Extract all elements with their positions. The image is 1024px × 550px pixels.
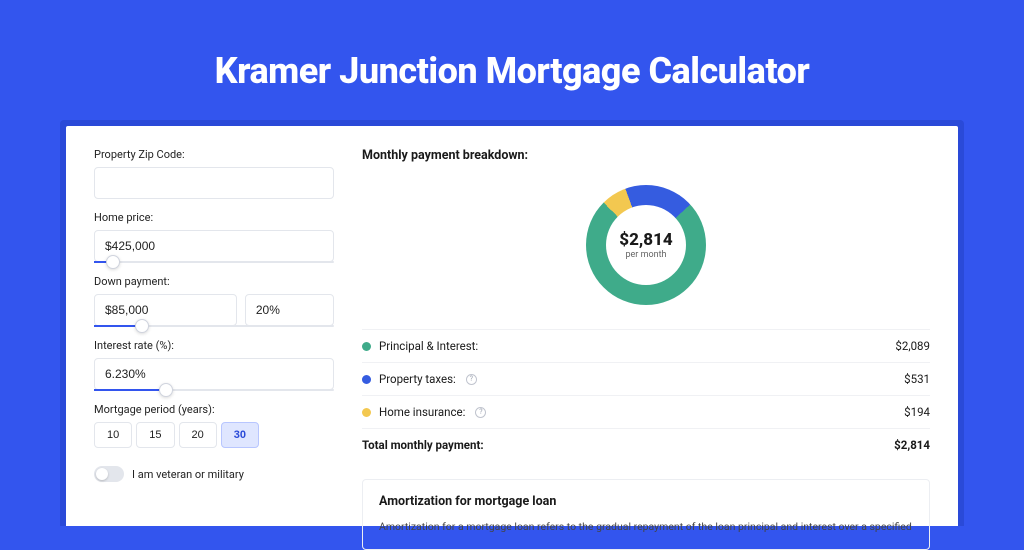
legend-dot [362, 342, 371, 351]
donut-chart: $2,814 per month [362, 175, 930, 315]
period-pill-30[interactable]: 30 [221, 422, 259, 448]
legend-label: Principal & Interest: [379, 339, 478, 353]
down-field: Down payment: [94, 275, 334, 327]
rate-slider-fill [94, 389, 166, 391]
zip-input[interactable] [94, 167, 334, 199]
breakdown-title: Monthly payment breakdown: [362, 148, 930, 163]
rate-slider-thumb[interactable] [159, 383, 173, 397]
zip-field: Property Zip Code: [94, 148, 334, 199]
legend-value: $2,089 [895, 339, 930, 353]
legend-label: Home insurance: [379, 405, 465, 419]
breakdown-panel: Monthly payment breakdown: $2,814 per mo… [362, 148, 930, 526]
period-label: Mortgage period (years): [94, 403, 334, 416]
zip-label: Property Zip Code: [94, 148, 334, 161]
hero: Kramer Junction Mortgage Calculator [0, 0, 1024, 120]
down-pct-input[interactable] [245, 294, 334, 326]
price-slider[interactable] [94, 261, 334, 263]
veteran-toggle[interactable] [94, 466, 124, 482]
amortization-text: Amortization for a mortgage loan refers … [379, 519, 913, 535]
legend-row: Property taxes:? $531 [362, 363, 930, 396]
card-shadow: Property Zip Code: Home price: Down paym… [60, 120, 964, 526]
donut-center: $2,814 per month [606, 205, 686, 285]
veteran-label: I am veteran or military [132, 468, 244, 481]
legend-dot [362, 408, 371, 417]
period-pills: 10152030 [94, 422, 334, 448]
legend-row: Home insurance:? $194 [362, 396, 930, 429]
legend-value: $531 [904, 372, 930, 386]
period-pill-10[interactable]: 10 [94, 422, 132, 448]
page-title: Kramer Junction Mortgage Calculator [0, 50, 1024, 92]
legend-label: Property taxes: [379, 372, 456, 386]
info-icon[interactable]: ? [475, 407, 486, 418]
legend-total-row: Total monthly payment: $2,814 [362, 429, 930, 461]
donut-sub: per month [625, 250, 666, 260]
period-pill-15[interactable]: 15 [136, 422, 174, 448]
rate-label: Interest rate (%): [94, 339, 334, 352]
amortization-title: Amortization for mortgage loan [379, 494, 913, 509]
rate-slider[interactable] [94, 389, 334, 391]
calculator-card: Property Zip Code: Home price: Down paym… [66, 126, 958, 526]
price-slider-thumb[interactable] [106, 255, 120, 269]
legend-total-label: Total monthly payment: [362, 438, 484, 452]
legend-total-value: $2,814 [894, 438, 930, 452]
down-slider-thumb[interactable] [135, 319, 149, 333]
price-field: Home price: [94, 211, 334, 263]
period-pill-20[interactable]: 20 [179, 422, 217, 448]
amortization-box: Amortization for mortgage loan Amortizat… [362, 479, 930, 550]
info-icon[interactable]: ? [466, 374, 477, 385]
donut-ring: $2,814 per month [586, 185, 706, 305]
legend-value: $194 [904, 405, 930, 419]
price-input[interactable] [94, 230, 334, 262]
rate-field: Interest rate (%): [94, 339, 334, 391]
legend: Principal & Interest: $2,089 Property taxe… [362, 329, 930, 461]
legend-dot [362, 375, 371, 384]
down-amount-input[interactable] [94, 294, 237, 326]
legend-row: Principal & Interest: $2,089 [362, 330, 930, 363]
form-panel: Property Zip Code: Home price: Down paym… [94, 148, 334, 526]
period-field: Mortgage period (years): 10152030 [94, 403, 334, 448]
veteran-row: I am veteran or military [94, 466, 334, 482]
donut-amount: $2,814 [619, 230, 672, 250]
down-slider[interactable] [94, 325, 334, 327]
rate-input[interactable] [94, 358, 334, 390]
price-label: Home price: [94, 211, 334, 224]
down-label: Down payment: [94, 275, 334, 288]
